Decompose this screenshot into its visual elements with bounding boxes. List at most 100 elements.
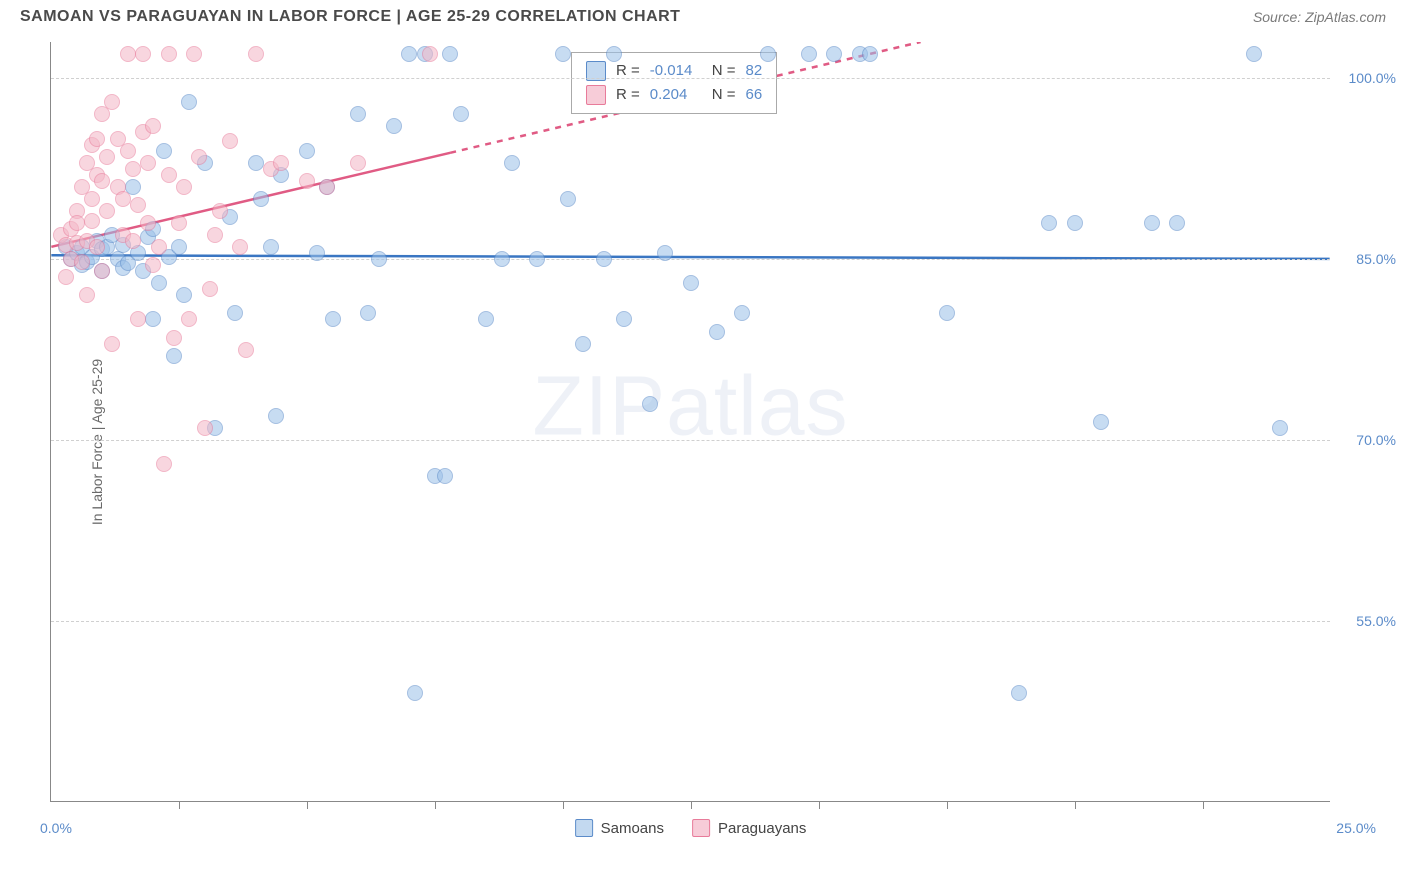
stats-legend-row: R = 0.204 N = 66 xyxy=(586,83,762,107)
legend-item: Samoans xyxy=(575,819,664,837)
data-point xyxy=(104,336,120,352)
data-point xyxy=(253,191,269,207)
legend-label: Samoans xyxy=(601,820,664,837)
r-value: -0.014 xyxy=(650,59,702,83)
x-tick xyxy=(1203,801,1204,809)
data-point xyxy=(596,251,612,267)
data-point xyxy=(125,233,141,249)
data-point xyxy=(130,311,146,327)
data-point xyxy=(657,245,673,261)
r-label: R = xyxy=(616,83,640,107)
x-tick xyxy=(435,801,436,809)
chart-title: SAMOAN VS PARAGUAYAN IN LABOR FORCE | AG… xyxy=(20,8,680,26)
data-point xyxy=(115,191,131,207)
data-point xyxy=(140,155,156,171)
data-point xyxy=(171,215,187,231)
gridline xyxy=(51,440,1330,441)
data-point xyxy=(79,287,95,303)
legend-swatch xyxy=(586,85,606,105)
title-bar: SAMOAN VS PARAGUAYAN IN LABOR FORCE | AG… xyxy=(0,0,1406,32)
data-point xyxy=(161,167,177,183)
data-point xyxy=(862,46,878,62)
y-tick-label: 100.0% xyxy=(1349,70,1396,86)
data-point xyxy=(299,173,315,189)
r-value: 0.204 xyxy=(650,83,702,107)
legend-swatch xyxy=(575,819,593,837)
data-point xyxy=(442,46,458,62)
r-label: R = xyxy=(616,59,640,83)
data-point xyxy=(176,287,192,303)
data-point xyxy=(166,330,182,346)
data-point xyxy=(89,239,105,255)
data-point xyxy=(560,191,576,207)
legend-swatch xyxy=(692,819,710,837)
data-point xyxy=(69,215,85,231)
data-point xyxy=(1144,215,1160,231)
data-point xyxy=(232,239,248,255)
data-point xyxy=(642,396,658,412)
data-point xyxy=(197,420,213,436)
data-point xyxy=(99,149,115,165)
data-point xyxy=(135,46,151,62)
data-point xyxy=(248,155,264,171)
data-point xyxy=(207,227,223,243)
data-point xyxy=(186,46,202,62)
data-point xyxy=(125,161,141,177)
data-point xyxy=(94,173,110,189)
data-point xyxy=(504,155,520,171)
data-point xyxy=(575,336,591,352)
data-point xyxy=(171,239,187,255)
data-point xyxy=(268,408,284,424)
x-origin-label: 0.0% xyxy=(40,820,72,836)
data-point xyxy=(120,46,136,62)
n-value: 66 xyxy=(746,83,763,107)
data-point xyxy=(371,251,387,267)
data-point xyxy=(1067,215,1083,231)
series-legend: Samoans Paraguayans xyxy=(575,819,807,837)
x-tick xyxy=(819,801,820,809)
data-point xyxy=(58,269,74,285)
data-point xyxy=(1272,420,1288,436)
data-point xyxy=(99,203,115,219)
data-point xyxy=(248,46,264,62)
data-point xyxy=(84,191,100,207)
data-point xyxy=(151,275,167,291)
data-point xyxy=(760,46,776,62)
data-point xyxy=(616,311,632,327)
data-point xyxy=(191,149,207,165)
data-point xyxy=(939,305,955,321)
data-point xyxy=(437,468,453,484)
gridline xyxy=(51,78,1330,79)
data-point xyxy=(325,311,341,327)
data-point xyxy=(176,179,192,195)
data-point xyxy=(309,245,325,261)
gridline xyxy=(51,621,1330,622)
chart-container: In Labor Force | Age 25-29 ZIPatlas R =-… xyxy=(0,32,1406,852)
data-point xyxy=(319,179,335,195)
data-point xyxy=(238,342,254,358)
data-point xyxy=(145,257,161,273)
data-point xyxy=(140,215,156,231)
data-point xyxy=(227,305,243,321)
x-tick xyxy=(947,801,948,809)
n-label: N = xyxy=(712,59,736,83)
data-point xyxy=(156,456,172,472)
legend-item: Paraguayans xyxy=(692,819,806,837)
n-label: N = xyxy=(712,83,736,107)
gridline xyxy=(51,259,1330,260)
n-value: 82 xyxy=(746,59,763,83)
data-point xyxy=(494,251,510,267)
stats-legend: R = -0.014 N = 82 R = 0.204 N = 66 xyxy=(571,52,777,114)
x-tick xyxy=(1075,801,1076,809)
data-point xyxy=(89,131,105,147)
data-point xyxy=(222,133,238,149)
trend-lines xyxy=(51,42,1330,801)
data-point xyxy=(151,239,167,255)
x-tick xyxy=(691,801,692,809)
data-point xyxy=(1246,46,1262,62)
data-point xyxy=(145,311,161,327)
x-tick xyxy=(307,801,308,809)
data-point xyxy=(202,281,218,297)
watermark-thin: atlas xyxy=(666,359,848,453)
source-label: Source: ZipAtlas.com xyxy=(1253,9,1386,25)
